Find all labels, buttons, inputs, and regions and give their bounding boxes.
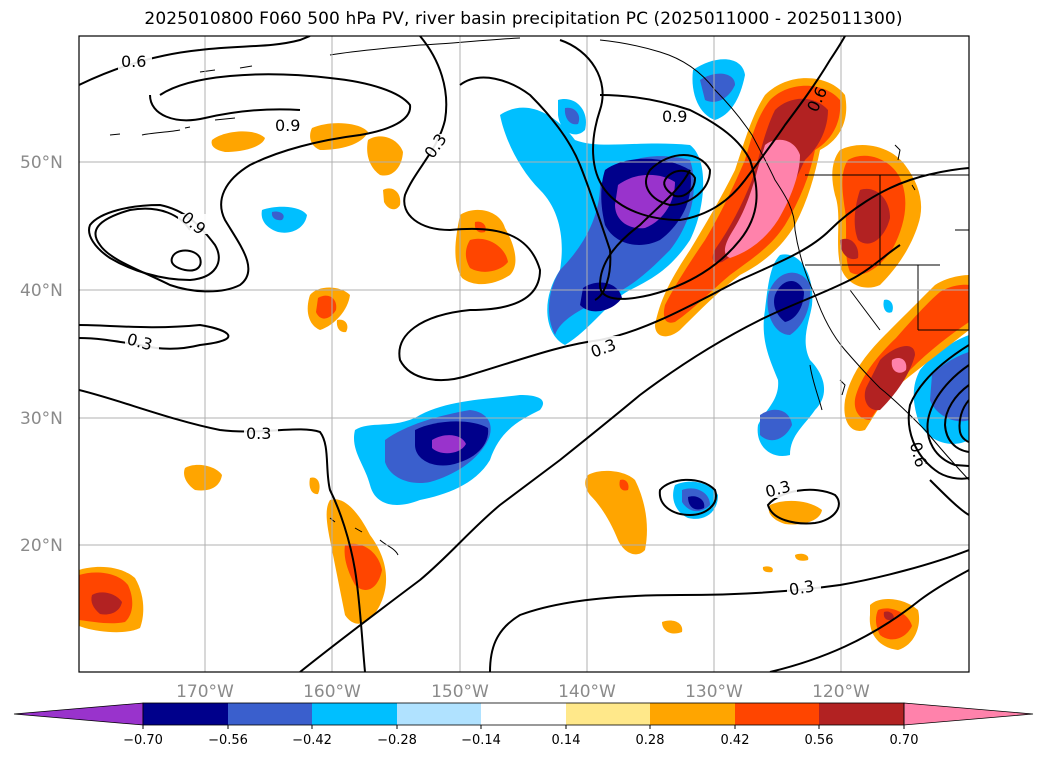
longitude-labels: 170°W 160°W 150°W 140°W 130°W 120°W (176, 682, 870, 702)
lon-label: 120°W (812, 682, 870, 702)
colorbar-tick-label: 0.14 (552, 733, 581, 748)
lon-label: 130°W (685, 682, 743, 702)
map-area: 0.6 0.9 0.3 0.9 0.3 0.3 0.3 0.6 0.9 0.3 … (79, 36, 969, 672)
latitude-labels: 50°N 40°N 30°N 20°N (20, 153, 63, 556)
colorbar-tick-label: −0.42 (292, 733, 332, 748)
contour-label: 0.3 (787, 576, 815, 599)
colorbar-segment (819, 703, 904, 725)
map-frame (78, 35, 970, 673)
positive-anomaly-ocean (79, 123, 920, 650)
colorbar: −0.70 −0.56 −0.42 −0.28 −0.14 0.14 0.28 0.42 0.5… (13, 702, 1034, 748)
colorbar-tick-label: 0.70 (890, 733, 919, 748)
colorbar-tick-label: 0.28 (636, 733, 665, 748)
colorbar-segment (143, 703, 228, 725)
pv-contours (79, 36, 969, 672)
colorbar-extend-max (903, 702, 1034, 726)
positive-anomaly-inland (832, 145, 922, 288)
colorbar-frame (142, 702, 905, 726)
colorbar-tick-label: 0.56 (805, 733, 834, 748)
colorbar-segment (397, 703, 481, 725)
colorbar-tick-label: −0.14 (461, 733, 501, 748)
colorbar-tick-label: −0.28 (377, 733, 417, 748)
colorbar-segment (735, 703, 819, 725)
negative-anomaly-california (757, 254, 825, 456)
colorbar-segment (566, 703, 650, 725)
contour-label: 0.9 (662, 107, 687, 126)
contour-label: 0.6 (121, 52, 146, 71)
lat-label: 30°N (20, 409, 63, 429)
contour-labels: 0.6 0.9 0.3 0.9 0.3 0.3 0.3 0.6 0.9 0.3 … (118, 50, 931, 599)
colorbar-tick-label: −0.70 (123, 733, 163, 748)
colorbar-segment (228, 703, 312, 725)
positive-anomaly-socal (844, 275, 969, 431)
map-title: 2025010800 F060 500 hPa PV, river basin … (144, 9, 903, 29)
lon-label: 170°W (176, 682, 234, 702)
lon-label: 150°W (431, 682, 489, 702)
colorbar-tick-label: 0.42 (721, 733, 750, 748)
colorbar-extend-min (13, 702, 144, 726)
colorbar-segment (312, 703, 397, 725)
negative-anomaly-coast (558, 59, 745, 135)
colorbar-segment (481, 703, 566, 725)
lon-label: 140°W (558, 682, 616, 702)
contour-label: 0.9 (275, 116, 300, 135)
negative-anomaly-ocean (261, 206, 893, 519)
lat-label: 40°N (20, 281, 63, 301)
colorbar-segment (650, 703, 735, 725)
graticule (79, 36, 969, 672)
lon-label: 160°W (303, 682, 361, 702)
lat-label: 50°N (20, 153, 63, 173)
colorbar-tick-label: −0.56 (208, 733, 248, 748)
lat-label: 20°N (20, 536, 63, 556)
positive-anomaly-coastal-band (655, 78, 847, 337)
contour-label: 0.3 (246, 424, 271, 443)
